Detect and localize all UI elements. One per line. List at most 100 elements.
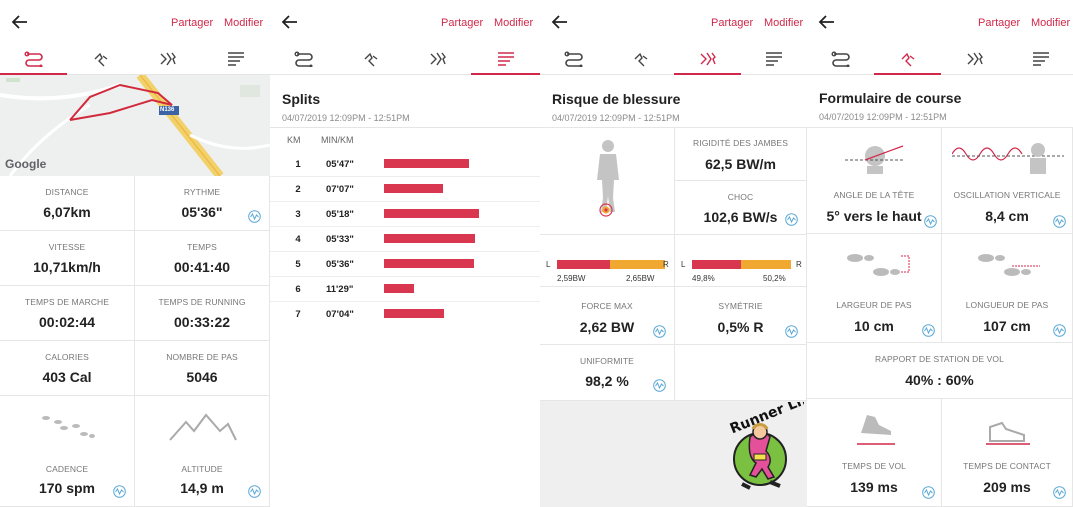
chart-wave-icon[interactable] bbox=[113, 485, 126, 498]
metric-label: TEMPS DE CONTACT bbox=[963, 461, 1051, 471]
metric-pace: RYTHME 05'36" bbox=[135, 176, 270, 231]
shoe-airborne-icon bbox=[857, 415, 895, 445]
split-bar bbox=[384, 259, 474, 268]
metric-value: 107 cm bbox=[983, 318, 1031, 334]
step-width-icon bbox=[847, 254, 910, 276]
metric-distance: DISTANCE 6,07km bbox=[0, 176, 135, 231]
chart-wave-icon[interactable] bbox=[248, 485, 261, 498]
list-icon bbox=[1032, 52, 1049, 66]
col-header-pace: MIN/KM bbox=[321, 135, 354, 145]
share-button[interactable]: Partager bbox=[441, 17, 484, 29]
tab-splits[interactable] bbox=[471, 44, 540, 75]
head-angle-icon bbox=[845, 145, 905, 174]
back-arrow-icon[interactable] bbox=[817, 12, 837, 32]
metric-value: 98,2 % bbox=[585, 373, 629, 389]
tab-injury[interactable] bbox=[674, 44, 741, 75]
metric-label: TEMPS DE MARCHE bbox=[24, 297, 110, 307]
metric-value: 14,9 m bbox=[180, 480, 224, 496]
chart-wave-icon[interactable] bbox=[924, 215, 937, 228]
tab-splits[interactable] bbox=[741, 44, 807, 74]
mountain-icon bbox=[169, 413, 237, 441]
tab-form[interactable] bbox=[337, 44, 404, 74]
tab-splits[interactable] bbox=[201, 44, 270, 74]
share-button[interactable]: Partager bbox=[171, 17, 214, 29]
right-value: 50,2% bbox=[763, 274, 786, 283]
chart-wave-icon[interactable] bbox=[922, 486, 935, 499]
page-title: Risque de blessure bbox=[552, 91, 681, 107]
share-button[interactable]: Partager bbox=[711, 17, 754, 29]
metric-value: 62,5 BW/m bbox=[705, 156, 776, 172]
metric-label: NOMBRE DE PAS bbox=[166, 352, 238, 362]
tab-injury[interactable] bbox=[941, 44, 1008, 74]
split-pace: 07'07" bbox=[326, 184, 354, 195]
list-icon bbox=[766, 52, 782, 66]
left-value: 2,59BW bbox=[557, 274, 586, 283]
tab-injury[interactable] bbox=[404, 44, 471, 74]
split-km: 2 bbox=[295, 184, 301, 195]
metric-label: TEMPS DE VOL bbox=[841, 461, 907, 471]
divider bbox=[270, 127, 540, 128]
tab-bar bbox=[540, 44, 807, 75]
tab-route[interactable] bbox=[807, 44, 874, 74]
form-grid: ANGLE DE LA TÊTE 5° vers le haut OSCILLA… bbox=[807, 127, 1073, 507]
step-length-icon bbox=[978, 254, 1040, 276]
split-bar bbox=[384, 209, 479, 218]
date-range: 04/07/2019 12:09PM - 12:51PM bbox=[819, 112, 947, 122]
tab-route[interactable] bbox=[540, 44, 607, 74]
metric-leg-stiffness: RIGIDITÉ DES JAMBES 62,5 BW/m bbox=[675, 127, 807, 181]
tab-injury[interactable] bbox=[134, 44, 201, 74]
split-bar bbox=[384, 184, 443, 193]
metrics-grid: DISTANCE 6,07km RYTHME 05'36" VITESSE 10… bbox=[0, 176, 270, 507]
edit-button[interactable]: Modifier bbox=[494, 17, 534, 29]
metric-altitude: ALTITUDE 14,9 m bbox=[135, 396, 270, 507]
tab-splits[interactable] bbox=[1008, 44, 1073, 74]
metric-label: TEMPS bbox=[187, 242, 217, 252]
split-row: 7 07'04" bbox=[270, 302, 540, 327]
share-button[interactable]: Partager bbox=[978, 17, 1021, 29]
right-share-bar bbox=[610, 260, 665, 269]
tab-form[interactable] bbox=[607, 44, 674, 74]
route-icon bbox=[564, 51, 583, 67]
left-right-balance-bar bbox=[557, 260, 665, 269]
chart-wave-icon[interactable] bbox=[1053, 486, 1066, 499]
left-value: 49,8% bbox=[692, 274, 715, 283]
overview-screen: Partager Modifier bbox=[0, 0, 270, 507]
back-arrow-icon[interactable] bbox=[550, 12, 570, 32]
right-value: 2,65BW bbox=[626, 274, 655, 283]
metric-value: 209 ms bbox=[983, 479, 1031, 495]
runner-form-icon bbox=[634, 52, 647, 67]
impact-balance-card: L R 49,8% 50,2% bbox=[675, 235, 807, 287]
chart-wave-icon[interactable] bbox=[1053, 324, 1066, 337]
chart-wave-icon[interactable] bbox=[653, 379, 666, 392]
tab-form[interactable] bbox=[874, 44, 941, 75]
back-arrow-icon[interactable] bbox=[10, 12, 30, 32]
edit-button[interactable]: Modifier bbox=[1031, 17, 1071, 29]
back-arrow-icon[interactable] bbox=[280, 12, 300, 32]
metric-label: RYTHME bbox=[183, 187, 221, 197]
date-range: 04/07/2019 12:09PM - 12:51PM bbox=[552, 113, 680, 123]
split-pace: 05'18" bbox=[326, 209, 354, 220]
top-bar: Partager Modifier bbox=[540, 0, 807, 44]
metric-value: 2,62 BW bbox=[579, 319, 635, 335]
metric-contact-time: TEMPS DE CONTACT 209 ms bbox=[942, 399, 1073, 507]
edit-button[interactable]: Modifier bbox=[764, 17, 804, 29]
metric-value: 10 cm bbox=[854, 318, 894, 334]
metric-label: RIGIDITÉ DES JAMBES bbox=[693, 138, 788, 148]
chart-wave-icon[interactable] bbox=[785, 213, 798, 226]
date-range: 04/07/2019 12:09PM - 12:51PM bbox=[282, 113, 410, 123]
chart-wave-icon[interactable] bbox=[922, 324, 935, 337]
split-row: 4 05'33" bbox=[270, 227, 540, 252]
tab-route[interactable] bbox=[270, 44, 337, 74]
chart-wave-icon[interactable] bbox=[248, 210, 261, 223]
metric-value: 139 ms bbox=[850, 479, 898, 495]
chart-wave-icon[interactable] bbox=[785, 325, 798, 338]
tab-form[interactable] bbox=[67, 44, 134, 74]
tab-route[interactable] bbox=[0, 44, 67, 75]
top-bar: Partager Modifier bbox=[0, 0, 270, 44]
chart-wave-icon[interactable] bbox=[1053, 215, 1066, 228]
left-share-bar bbox=[557, 260, 610, 269]
edit-button[interactable]: Modifier bbox=[224, 17, 264, 29]
route-map[interactable]: N136 Google bbox=[0, 75, 270, 176]
chart-wave-icon[interactable] bbox=[653, 325, 666, 338]
metric-calories: CALORIES 403 Cal bbox=[0, 341, 135, 396]
